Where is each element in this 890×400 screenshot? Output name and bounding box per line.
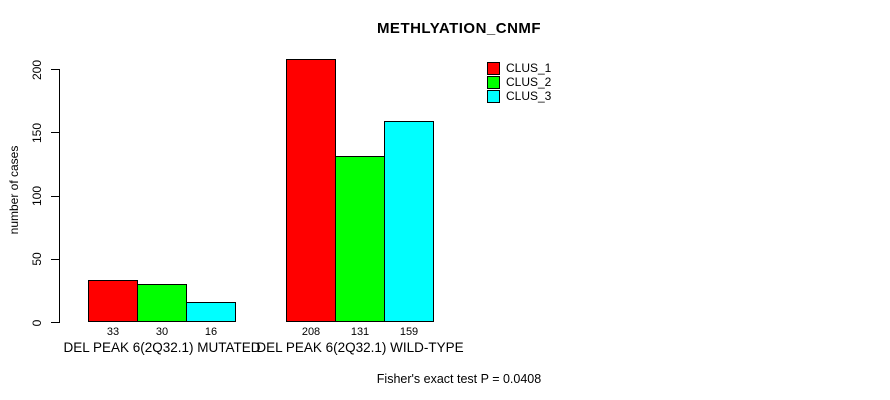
legend-item-clus_3: CLUS_3 (487, 90, 551, 103)
legend-swatch (487, 76, 500, 89)
legend-label: CLUS_2 (506, 75, 552, 89)
y-tick-label: 150 (30, 122, 44, 143)
bar-clus_1-group2 (286, 58, 336, 322)
x-category-label: DEL PEAK 6(2Q32.1) MUTATED (63, 340, 261, 355)
x-category-label: DEL PEAK 6(2Q32.1) WILD-TYPE (256, 340, 464, 355)
y-axis-label: number of cases (7, 145, 21, 235)
annotation-text: Fisher's exact test P = 0.0408 (376, 372, 542, 386)
bar-value-label: 30 (155, 326, 169, 338)
bar-clus_3-group1 (186, 301, 236, 322)
bar-value-label: 131 (350, 326, 370, 338)
chart-title: METHLYATION_CNMF (376, 20, 542, 37)
bar-value-label: 208 (301, 326, 321, 338)
bar-value-label: 159 (399, 326, 419, 338)
legend: CLUS_1 CLUS_2 CLUS_3 (487, 62, 551, 104)
legend-item-clus_1: CLUS_1 (487, 62, 551, 75)
bar-clus_2-group2 (335, 156, 385, 322)
y-tick-label: 0 (30, 319, 44, 326)
legend-item-clus_2: CLUS_2 (487, 76, 551, 89)
y-tick-mark (51, 258, 59, 260)
y-tick-label: 200 (30, 59, 44, 80)
bar-value-label: 33 (106, 326, 120, 338)
bar-clus_3-group2 (384, 120, 434, 322)
bar-value-label: 16 (204, 326, 218, 338)
bar-clus_1-group1 (88, 280, 138, 322)
y-tick-label: 50 (30, 252, 44, 266)
y-tick-mark (51, 69, 59, 70)
legend-label: CLUS_1 (506, 61, 552, 75)
legend-swatch (487, 90, 500, 103)
y-tick-label: 100 (30, 185, 44, 207)
legend-label: CLUS_3 (506, 89, 552, 103)
y-tick-mark (51, 195, 59, 197)
y-tick-mark (51, 322, 59, 323)
legend-swatch (487, 62, 500, 75)
y-axis-line (59, 69, 60, 323)
bar-clus_2-group1 (137, 284, 187, 322)
y-tick-mark (51, 132, 59, 134)
